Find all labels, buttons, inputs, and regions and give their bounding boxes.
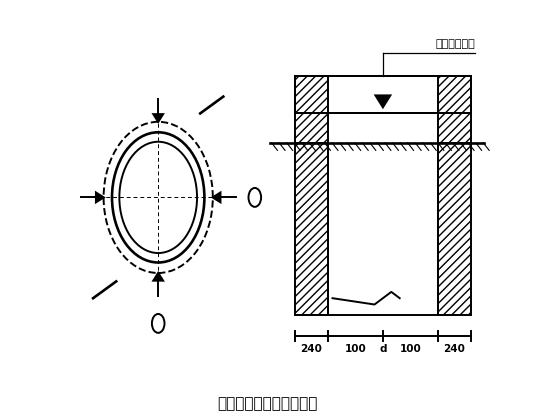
Text: 100: 100 [345, 344, 366, 354]
Bar [295, 76, 328, 113]
Bar [295, 113, 328, 143]
Polygon shape [151, 271, 165, 282]
Text: 挖孔桩轴线、标高示意图: 挖孔桩轴线、标高示意图 [217, 396, 318, 412]
Text: 100: 100 [399, 344, 421, 354]
Polygon shape [211, 191, 221, 204]
Text: 240: 240 [301, 344, 323, 354]
Text: 标高控制标记: 标高控制标记 [436, 39, 475, 49]
Bar [437, 143, 471, 315]
Text: d: d [379, 344, 386, 354]
Polygon shape [95, 191, 106, 204]
Bar [295, 143, 328, 315]
Bar [437, 76, 471, 113]
Bar [437, 113, 471, 143]
Polygon shape [374, 94, 392, 109]
Polygon shape [151, 113, 165, 124]
Text: 240: 240 [444, 344, 465, 354]
